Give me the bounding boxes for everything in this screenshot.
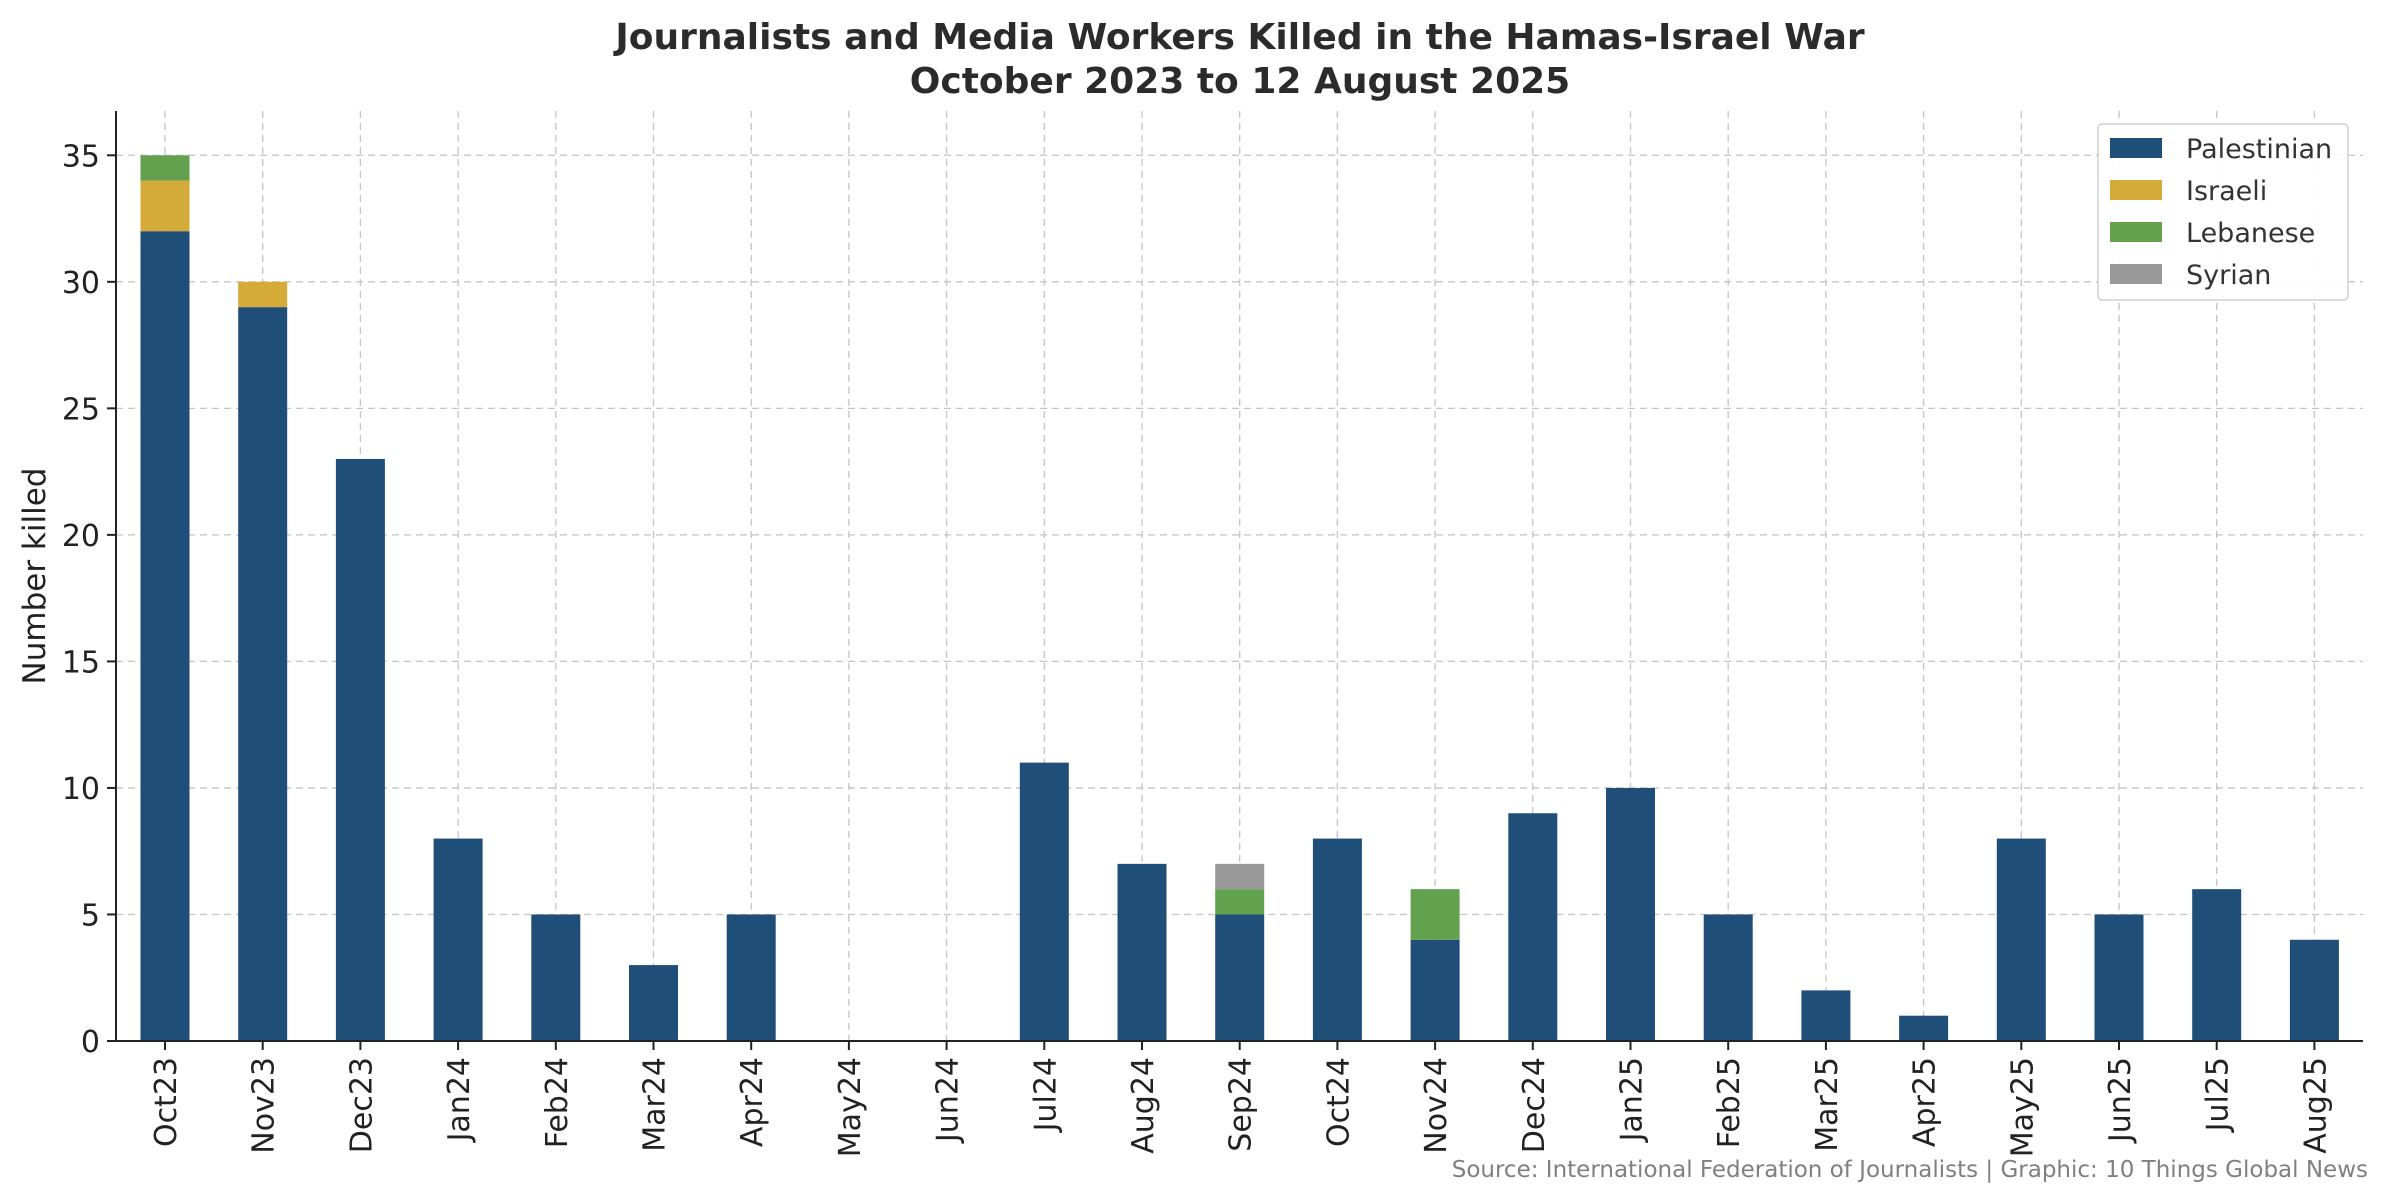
source-note: Source: International Federation of Jour… <box>1452 1157 2368 1183</box>
bar-segment <box>1899 1015 1949 1041</box>
y-tick-label: 10 <box>62 772 100 807</box>
x-tick-label: Dec23 <box>344 1057 379 1153</box>
legend-label: Lebanese <box>2186 218 2315 249</box>
bar-segment <box>1215 863 1265 890</box>
bar-segment <box>1703 914 1753 1041</box>
legend-swatch <box>2110 138 2162 158</box>
x-tick-label: Sep24 <box>1224 1057 1259 1152</box>
x-tick-label: Feb25 <box>1712 1057 1747 1148</box>
x-ticks: Oct23 Nov23 Dec23 Jan24 Feb24 Mar24 Apr24 May24… <box>149 1041 2333 1157</box>
chart-title: Journalists and Media Workers Killed in … <box>612 17 1865 58</box>
legend: Palestinian Israeli Lebanese Syrian <box>2097 123 2349 301</box>
y-ticks: 0 5 10 15 20 25 30 35 <box>62 139 116 1060</box>
chart-subtitle: October 2023 to 12 August 2025 <box>910 61 1570 102</box>
bar-segment <box>1410 889 1460 940</box>
x-tick-label: Oct23 <box>149 1057 184 1147</box>
y-tick-label: 0 <box>81 1025 100 1060</box>
bar-segment <box>238 281 288 308</box>
x-tick-label: Jan24 <box>442 1057 477 1143</box>
bar-segment <box>1312 838 1362 1041</box>
legend-swatch <box>2110 222 2162 242</box>
x-tick-label: Mar24 <box>638 1057 673 1152</box>
bar-segment <box>335 458 385 1041</box>
x-tick-label: May25 <box>2005 1057 2040 1157</box>
x-tick-label: Jun24 <box>931 1057 966 1144</box>
y-tick-label: 5 <box>81 898 100 933</box>
x-tick-label: Jul25 <box>2201 1057 2236 1133</box>
bar-segment <box>726 914 776 1041</box>
y-tick-label: 35 <box>62 139 100 174</box>
legend-label: Palestinian <box>2186 134 2332 165</box>
y-tick-label: 20 <box>62 519 100 554</box>
bar-segment <box>2192 889 2242 1041</box>
bar-segment <box>1801 990 1851 1041</box>
legend-frame <box>2097 123 2349 301</box>
bar-segment <box>238 307 288 1041</box>
x-tick-label: Dec24 <box>1517 1057 1552 1153</box>
x-tick-label: Feb24 <box>540 1057 575 1148</box>
legend-swatch <box>2110 180 2162 200</box>
bar-segment <box>1508 813 1558 1041</box>
bar-segment <box>140 155 190 181</box>
x-tick-label: Apr25 <box>1908 1057 1943 1147</box>
bar-segment <box>1215 889 1265 915</box>
x-tick-label: Jan25 <box>1615 1057 1650 1143</box>
bar-segment <box>1019 762 1069 1041</box>
x-tick-label: May24 <box>833 1057 868 1157</box>
legend-swatch <box>2110 264 2162 284</box>
x-tick-label: Jun25 <box>2103 1057 2138 1144</box>
y-axis-label: Number killed <box>17 468 53 685</box>
x-tick-label: Oct24 <box>1321 1057 1356 1147</box>
y-tick-label: 30 <box>62 266 100 301</box>
bar-segment <box>433 838 483 1041</box>
x-tick-label: Aug24 <box>1126 1057 1161 1154</box>
bar-segment <box>629 965 678 1041</box>
x-tick-label: Aug25 <box>2298 1057 2333 1154</box>
legend-label: Syrian <box>2186 260 2271 291</box>
x-tick-label: Jul24 <box>1028 1057 1063 1133</box>
bar-segment <box>1996 838 2046 1041</box>
bar-segment <box>140 231 190 1041</box>
legend-label: Israeli <box>2186 176 2267 207</box>
bar-segment <box>1215 914 1265 1041</box>
bars <box>140 155 2339 1041</box>
bar-segment <box>531 914 581 1041</box>
bar-segment <box>1410 939 1460 1041</box>
bar-segment <box>2094 914 2144 1041</box>
x-tick-label: Nov23 <box>247 1057 282 1154</box>
bar-segment <box>2289 939 2339 1041</box>
x-tick-label: Nov24 <box>1419 1057 1454 1154</box>
y-tick-label: 15 <box>62 645 100 680</box>
bar-segment <box>1117 863 1167 1041</box>
y-tick-label: 25 <box>62 392 100 427</box>
x-tick-label: Mar25 <box>1810 1057 1845 1152</box>
x-tick-label: Apr24 <box>735 1057 770 1147</box>
bar-segment <box>140 180 190 232</box>
bar-segment <box>1606 787 1655 1041</box>
